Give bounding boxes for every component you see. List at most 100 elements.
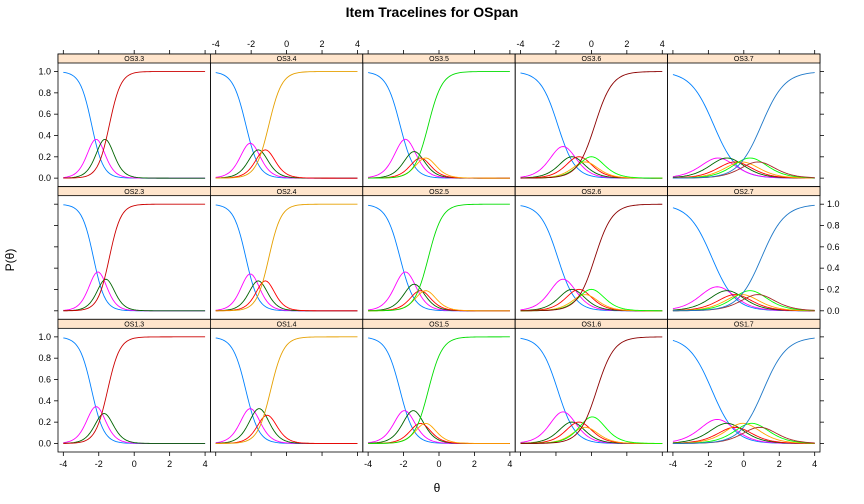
panel-strip-label: OS2.3 [124, 189, 144, 196]
traceline-cat-0 [520, 337, 663, 444]
panel-frame [209, 53, 364, 188]
x-tick-label: 4 [507, 459, 512, 469]
panel-OS3-7: OS3.7 [667, 53, 821, 188]
traceline-cat-3 [215, 149, 358, 179]
traceline-cat-0 [672, 207, 815, 312]
panel-frame [514, 318, 669, 453]
traceline-cat-2 [63, 278, 206, 312]
traceline-cat-5 [368, 336, 510, 444]
traceline-cat-6 [520, 203, 663, 312]
x-tick-label: 2 [624, 39, 629, 49]
y-tick-label: 0.6 [38, 375, 51, 385]
panel-strip-label: OS1.5 [429, 322, 449, 329]
traceline-cat-2 [520, 288, 663, 312]
panel-OS1-3: OS1.3 [57, 318, 211, 453]
panel-frame [514, 53, 669, 188]
traceline-cat-2 [63, 138, 206, 179]
traceline-cat-0 [63, 204, 206, 312]
y-tick-label: 0.8 [38, 88, 51, 98]
x-tick-label: 4 [355, 39, 360, 49]
x-tick-label: 2 [472, 459, 477, 469]
traceline-cat-0 [63, 71, 206, 179]
traceline-cat-0 [368, 72, 510, 179]
x-tick-label: 4 [203, 459, 208, 469]
x-tick-label: -2 [247, 39, 255, 49]
traceline-cat-2 [63, 413, 206, 444]
y-tick-label: 1.0 [38, 67, 51, 77]
x-tick-label: -4 [59, 459, 67, 469]
x-tick-label: 2 [320, 39, 325, 49]
panel-OS3-3: OS3.3 [57, 53, 211, 188]
x-tick-label: -4 [212, 39, 220, 49]
traceline-cat-2 [368, 151, 510, 179]
traceline-cat-3 [215, 280, 358, 312]
panel-strip-label: OS1.6 [581, 322, 601, 329]
traceline-cat-1 [215, 273, 358, 312]
x-tick-label: -4 [517, 39, 525, 49]
traceline-cat-3 [215, 414, 358, 444]
y-tick-label: 0.4 [38, 130, 51, 140]
panel-OS1-4: OS1.4 [209, 318, 364, 453]
x-tick-label: -2 [95, 459, 103, 469]
traceline-cat-4 [215, 336, 358, 444]
traceline-cat-5 [368, 71, 510, 179]
panel-OS3-5: OS3.5 [362, 53, 516, 188]
x-tick-label: 0 [436, 459, 441, 469]
panel-strip-label: OS3.5 [429, 56, 449, 63]
panel-frame [362, 186, 516, 320]
y-tick-label: 0.0 [38, 438, 51, 448]
traceline-cat-2 [520, 421, 663, 444]
panel-strip-label: OS2.5 [429, 189, 449, 196]
traceline-cat-2 [520, 156, 663, 179]
panel-OS2-7: OS2.7 [667, 186, 821, 320]
x-tick-label: 0 [132, 459, 137, 469]
panel-frame [209, 186, 364, 320]
x-tick-label: 2 [777, 459, 782, 469]
panel-OS1-7: OS1.7 [667, 318, 821, 453]
y-tick-label: 0.0 [827, 306, 840, 316]
traceline-cat-1 [520, 278, 663, 312]
y-tick-label: 0.6 [827, 242, 840, 252]
traceline-cat-0 [63, 337, 206, 444]
panel-strip-label: OS3.7 [734, 56, 754, 63]
panel-strip-label: OS1.4 [277, 322, 297, 329]
traceline-cat-1 [215, 142, 358, 179]
y-tick-label: 0.8 [827, 221, 840, 231]
panel-OS3-6: OS3.6 [514, 53, 669, 188]
panel-strip-label: OS2.4 [277, 189, 297, 196]
x-tick-label: 0 [589, 39, 594, 49]
panel-frame [57, 186, 211, 320]
y-tick-label: 0.2 [827, 284, 840, 294]
panel-OS2-5: OS2.5 [362, 186, 516, 320]
y-tick-label: 1.0 [38, 332, 51, 342]
y-tick-label: 0.2 [38, 417, 51, 427]
traceline-cat-4 [215, 203, 358, 312]
traceline-cat-7 [672, 72, 815, 179]
panel-frame [362, 318, 516, 453]
traceline-cat-6 [520, 71, 663, 179]
traceline-cat-1 [63, 138, 206, 179]
traceline-cat-7 [672, 337, 815, 444]
traceline-cat-4 [672, 422, 815, 444]
traceline-cat-3 [63, 71, 206, 179]
y-tick-label: 0.4 [827, 263, 840, 273]
y-tick-label: 1.0 [827, 199, 840, 209]
traceline-cat-0 [368, 204, 510, 312]
panel-strip [667, 318, 821, 329]
traceline-cat-1 [368, 271, 510, 312]
x-tick-label: 0 [284, 39, 289, 49]
traceline-cat-1 [368, 138, 510, 179]
axes-group: -4 -2 0 2 4 -4 -2 0 2 4 -4 -2 0 2 4 -4 -2 0 2 4 -4 -2 0 2 4 0.0 0.… [38, 39, 839, 469]
panels-group: OS3.3 OS3.4 OS3.5 OS3.6 OS3.7 OS2.3 OS2.4 OS2.5… [57, 53, 821, 453]
panel-OS1-5: OS1.5 [362, 318, 516, 453]
traceline-cat-0 [215, 204, 358, 312]
panel-OS1-6: OS1.6 [514, 318, 669, 453]
y-tick-label: 0.0 [38, 173, 51, 183]
traceline-cat-5 [520, 156, 663, 179]
traceline-cat-0 [520, 72, 663, 179]
traceline-cat-6 [520, 336, 663, 444]
panel-OS3-4: OS3.4 [209, 53, 364, 188]
y-tick-label: 0.4 [38, 396, 51, 406]
y-tick-label: 0.6 [38, 109, 51, 119]
